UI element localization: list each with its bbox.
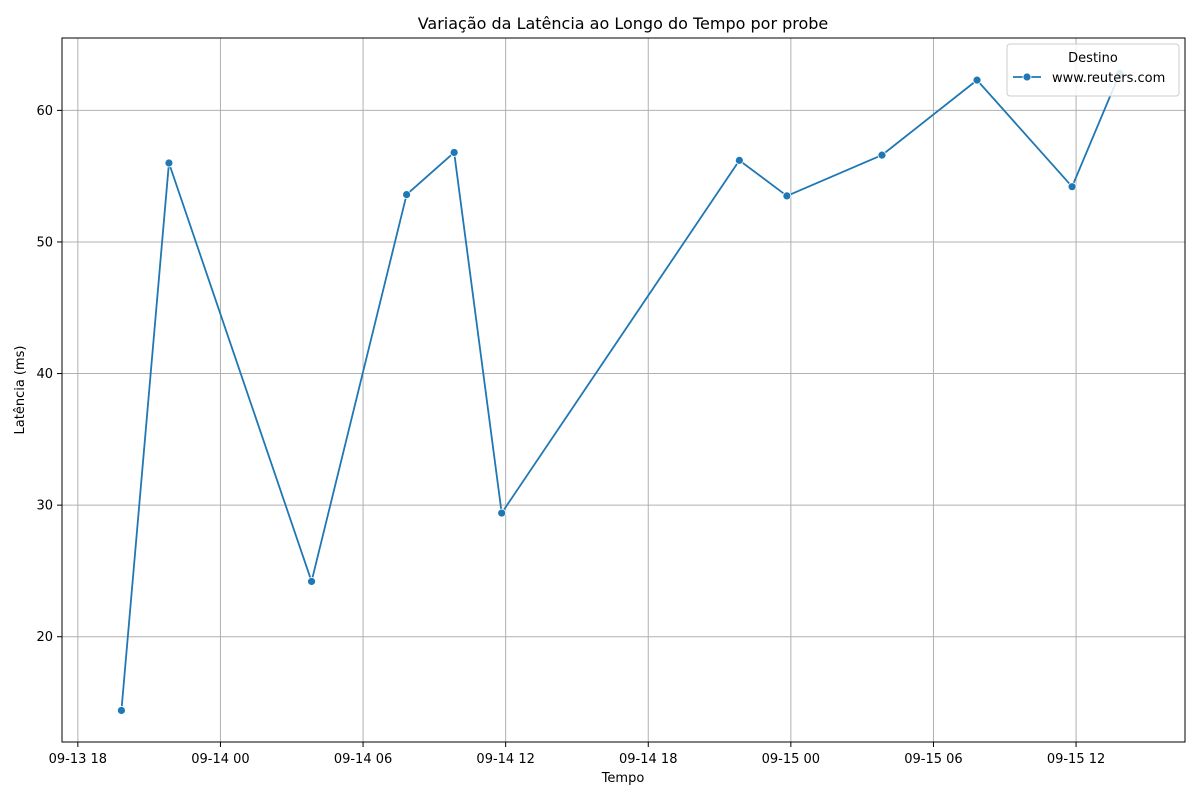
x-tick-label: 09-14 12 [476, 752, 534, 767]
legend: Destino www.reuters.com [1006, 43, 1180, 97]
legend-title: Destino [1068, 51, 1118, 66]
plot-frame [61, 37, 1186, 743]
y-tick-label: 50 [36, 235, 53, 250]
x-tick-label: 09-14 00 [191, 752, 249, 767]
x-tick-label: 09-13 18 [49, 752, 107, 767]
data-point [1067, 182, 1077, 192]
data-point [164, 158, 174, 168]
y-tick-label: 60 [36, 104, 53, 119]
grid-layer [62, 38, 1185, 742]
x-tick-label: 09-15 12 [1047, 752, 1105, 767]
x-tick-label: 09-14 18 [619, 752, 677, 767]
ticks-layer: 09-13 18 09-14 00 09-14 06 09-14 12 09-14 18… [36, 104, 1105, 767]
data-point [307, 577, 316, 586]
data-point [402, 190, 412, 199]
data-point [497, 508, 507, 518]
data-point [449, 148, 459, 157]
data-point [972, 75, 982, 85]
series-layer [117, 69, 1125, 715]
data-point [734, 155, 744, 165]
series-line-reuters [120, 73, 1121, 711]
data-point [117, 706, 126, 715]
x-tick-label: 09-15 00 [762, 752, 820, 767]
data-point [877, 150, 887, 160]
x-tick-label: 09-14 06 [334, 752, 392, 767]
legend-box [1006, 43, 1180, 97]
y-tick-label: 40 [36, 367, 53, 382]
x-tick-label: 09-15 06 [904, 752, 962, 767]
legend-entry-reuters: www.reuters.com [1052, 71, 1165, 86]
x-axis-label: Tempo [601, 771, 645, 786]
y-tick-label: 20 [36, 630, 53, 645]
chart-title: Variação da Latência ao Longo do Tempo p… [418, 14, 829, 33]
y-tick-label: 30 [36, 499, 53, 514]
axes-layer [61, 37, 1186, 743]
legend-swatch-marker [1022, 72, 1032, 82]
y-axis-label: Latência (ms) [13, 346, 28, 435]
data-point [782, 191, 792, 201]
